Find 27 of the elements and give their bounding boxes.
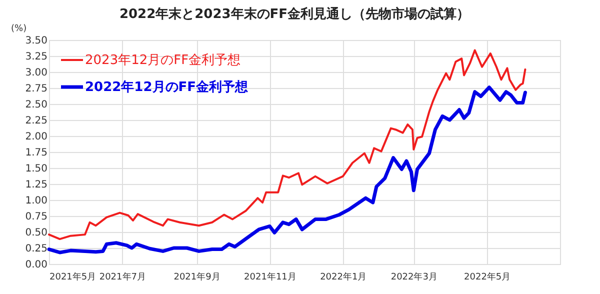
x-tick-label: 2022年1月 (320, 272, 367, 282)
y-tick-label: 1.00 (25, 196, 48, 206)
y-tick-label: 2.25 (25, 116, 48, 126)
y-tick-label: 0.25 (25, 244, 48, 254)
y-tick-label: 0.00 (25, 260, 48, 270)
y-tick-label: 3.25 (25, 52, 48, 62)
line-series (48, 49, 526, 240)
y-tick-label: 2.75 (25, 84, 48, 94)
x-tick-label: 2021年11月 (244, 272, 296, 282)
x-tick-label: 2022年3月 (390, 272, 438, 282)
y-tick-label: 2.50 (25, 100, 48, 110)
legend-label: 2023年12月のFF金利予想 (85, 53, 241, 68)
y-tick-label: 0.75 (25, 212, 48, 222)
x-tick-label: 2022年5月 (464, 272, 511, 282)
y-tick-label: 0.50 (25, 228, 48, 238)
y-tick-label: 2.00 (25, 132, 48, 142)
legend-label: 2022年12月のFF金利予想 (85, 79, 250, 95)
y-tick-label: 1.50 (25, 164, 48, 174)
y-tick-label: 1.25 (25, 180, 48, 190)
x-tick-label: 2021年5月 (50, 272, 96, 282)
y-axis-title: (%) (11, 24, 27, 34)
y-tick-label: 3.50 (25, 36, 48, 46)
y-tick-label: 3.00 (25, 68, 48, 78)
y-tick-label: 1.75 (25, 148, 48, 158)
x-tick-label: 2021年9月 (174, 272, 220, 282)
x-tick-label: 2021年7月 (99, 272, 146, 282)
chart-title: 2022年末と2023年末のFF金利見通し（先物市場の試算） (119, 6, 470, 22)
